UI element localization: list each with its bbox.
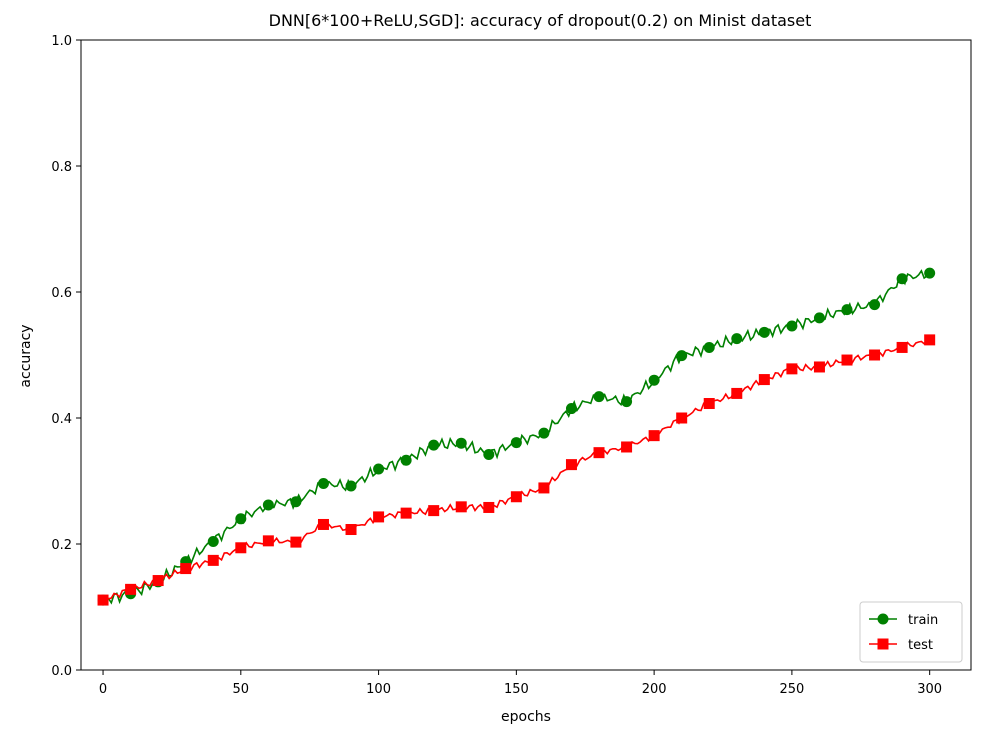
data-point-test [731, 387, 743, 399]
data-point-test [676, 412, 688, 424]
data-point-train [290, 496, 302, 508]
data-point-test [786, 363, 798, 375]
y-tick-label: 1.0 [51, 34, 72, 49]
legend: train test [859, 601, 963, 663]
x-tick-label: 150 [504, 682, 529, 697]
data-point-train [813, 312, 825, 324]
chart-title: DNN[6*100+ReLU,SGD]: accuracy of dropout… [269, 11, 812, 30]
data-point-train [428, 439, 440, 451]
data-point-train [731, 333, 743, 345]
data-point-test [924, 334, 936, 346]
y-tick-label: 0.2 [51, 538, 72, 553]
data-point-train [345, 480, 357, 492]
data-point-train [510, 437, 522, 449]
data-point-test [400, 507, 412, 519]
data-point-test [621, 441, 633, 453]
data-point-train [869, 299, 881, 311]
x-tick-label: 100 [366, 682, 391, 697]
legend-marker-train [877, 613, 889, 625]
x-tick-label: 250 [779, 682, 804, 697]
data-point-test [345, 524, 357, 536]
data-point-train [565, 403, 577, 415]
data-point-train [373, 463, 385, 475]
legend-box [859, 601, 963, 663]
legend-label-test: test [908, 638, 933, 653]
data-point-test [758, 374, 770, 386]
data-point-test [317, 518, 329, 530]
legend-marker-test [877, 638, 889, 650]
data-point-train [455, 437, 467, 449]
plot-area: 0 50 100 150 200 250 300 0.0 0.2 0.4 0.6 0.8 1.0 [51, 34, 972, 697]
data-point-test [813, 361, 825, 373]
x-axis-label: epochs [501, 709, 551, 725]
data-point-test [593, 447, 605, 459]
data-point-test [538, 482, 550, 494]
data-point-train [262, 499, 274, 511]
data-point-test [483, 501, 495, 513]
data-point-test [428, 505, 440, 517]
data-point-train [841, 304, 853, 316]
data-point-train [400, 454, 412, 466]
series-line-test [102, 339, 930, 601]
data-point-test [703, 398, 715, 410]
data-point-test [869, 349, 881, 361]
data-point-train [703, 341, 715, 353]
data-point-test [235, 542, 247, 554]
x-tick-label: 50 [233, 682, 250, 697]
data-point-train [924, 267, 936, 279]
y-tick-label: 0.4 [51, 412, 72, 427]
data-point-test [290, 536, 302, 548]
x-tick-label: 0 [99, 682, 107, 697]
data-point-test [455, 501, 467, 513]
data-point-test [565, 459, 577, 471]
data-point-test [207, 554, 219, 566]
data-point-train [621, 396, 633, 408]
y-tick-label: 0.6 [51, 286, 72, 301]
data-point-train [317, 478, 329, 490]
data-point-train [896, 273, 908, 285]
data-point-test [152, 575, 164, 587]
data-point-test [896, 341, 908, 353]
data-point-train [483, 449, 495, 461]
data-point-train [676, 350, 688, 362]
x-tick-label: 300 [917, 682, 942, 697]
data-point-test [841, 354, 853, 366]
data-point-test [262, 535, 274, 547]
y-axis-label: accuracy [18, 324, 34, 387]
data-point-test [373, 511, 385, 523]
data-point-test [510, 491, 522, 503]
data-point-test [648, 430, 660, 442]
data-point-train [235, 513, 247, 525]
data-point-train [648, 374, 660, 386]
data-point-train [593, 391, 605, 403]
y-tick-label: 0.0 [51, 664, 72, 679]
data-point-train [207, 535, 219, 547]
data-point-train [538, 427, 550, 439]
legend-label-train: train [908, 613, 938, 628]
x-tick-label: 200 [642, 682, 667, 697]
data-point-test [125, 583, 137, 595]
data-point-test [180, 563, 192, 575]
data-point-train [786, 320, 798, 332]
y-tick-label: 0.8 [51, 160, 72, 175]
plot-frame [80, 39, 972, 671]
data-point-test [97, 594, 109, 606]
data-point-train [758, 326, 770, 338]
